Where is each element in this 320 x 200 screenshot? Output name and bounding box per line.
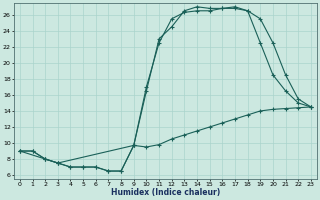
X-axis label: Humidex (Indice chaleur): Humidex (Indice chaleur)	[111, 188, 220, 197]
